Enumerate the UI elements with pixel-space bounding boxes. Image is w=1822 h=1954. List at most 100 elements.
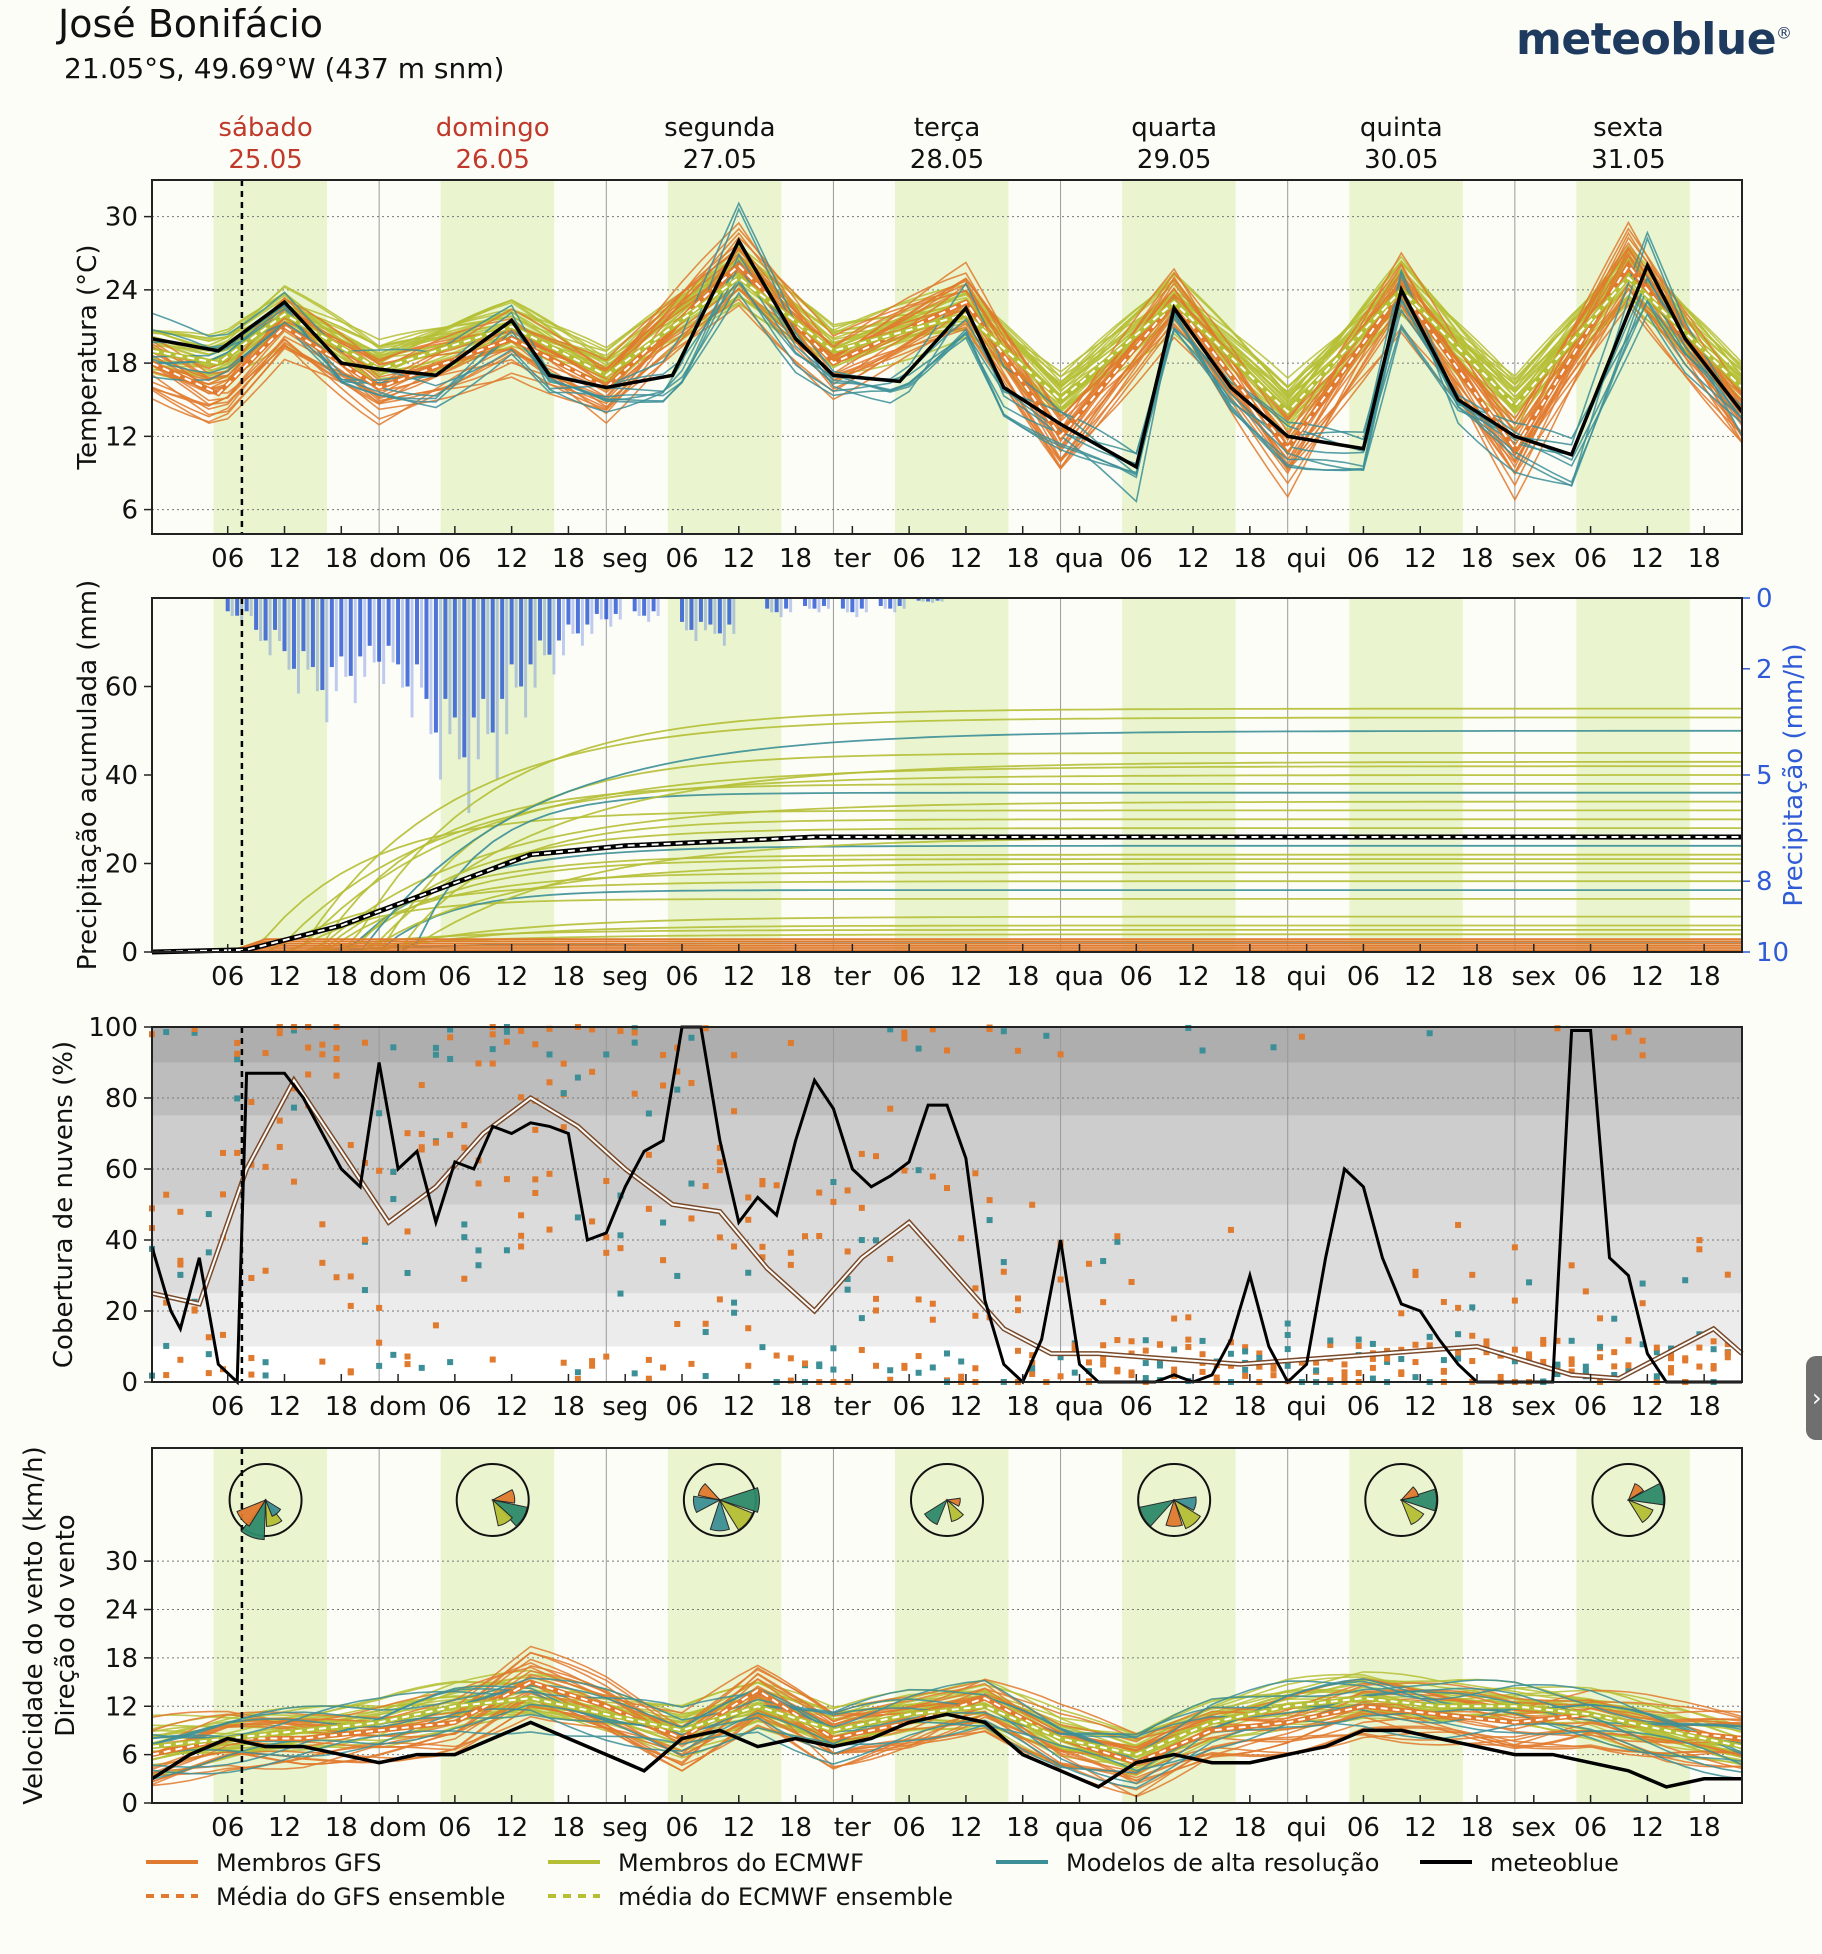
cloud-member-point [404, 1269, 411, 1276]
cloud-member-point [1114, 1337, 1121, 1344]
y-axis-label: Precipitação acumulada (mm) [73, 580, 103, 970]
x-tick-label: 06 [1120, 1392, 1153, 1422]
x-tick-label: ter [834, 1392, 871, 1422]
cloud-member-point [745, 1269, 752, 1276]
cloud-member-point [1057, 1276, 1064, 1283]
x-tick-label: 18 [1006, 962, 1039, 992]
precip-member-line [152, 791, 1742, 953]
cloud-member-point [1568, 1262, 1575, 1269]
precip-rate-bar [225, 598, 230, 612]
wind-rose-sector [1399, 1486, 1420, 1501]
cloud-member-point [1313, 1367, 1320, 1374]
cloud-member-point [645, 1356, 652, 1363]
cloud-member-point [915, 1296, 922, 1303]
cloud-member-point [475, 1060, 482, 1067]
cloud-member-point [816, 1189, 823, 1196]
cloud-member-point [1284, 1331, 1291, 1338]
precip-rate-bar-range [599, 598, 603, 620]
precip-rate-bar [462, 598, 467, 758]
wind-rose-sector [1627, 1483, 1645, 1502]
cloud-member-point [1227, 1350, 1234, 1357]
cloud-member-point [929, 1364, 936, 1371]
ensemble-mean-precip-outline [151, 834, 1742, 955]
cloud-member-point [1568, 1356, 1575, 1363]
precip-rate-bar-range [524, 598, 528, 718]
cloud-member-point [830, 1198, 837, 1205]
cloud-member-point [944, 1185, 950, 1192]
cloud-member-point [1100, 1355, 1107, 1362]
cloud-member-point [1582, 1367, 1589, 1374]
day-date-5: 30.05 [1364, 145, 1438, 175]
cloud-member-point [1611, 1315, 1618, 1322]
side-panel-handle[interactable]: › [1806, 1356, 1822, 1440]
cloud-member-point [1256, 1354, 1263, 1361]
x-tick-label: 12 [1631, 1813, 1664, 1843]
cloud-member-point [532, 1126, 539, 1133]
legend-label: meteoblue [1490, 1849, 1619, 1877]
precip-rate-bar [329, 598, 334, 668]
ecmwf-member-line [152, 265, 1742, 389]
cloud-member-point [518, 1243, 525, 1250]
precip-rate-bar [377, 598, 382, 662]
cloud-member-point [1014, 1047, 1021, 1054]
gfs-mean-line [152, 1681, 1742, 1764]
cloud-member-point [163, 1299, 170, 1306]
cloud-member-point [1398, 1310, 1405, 1317]
cloud-member-point [432, 1044, 439, 1051]
x-tick-label: 18 [325, 1813, 358, 1843]
x-tick-label: 12 [949, 962, 982, 992]
precip-rate-bar [301, 598, 306, 652]
precip-rate-bar-range [713, 598, 717, 634]
cloud-member-point [1653, 1349, 1660, 1356]
x-tick-label: dom [369, 1392, 427, 1422]
precip-rate-bar [642, 598, 647, 616]
cloud-member-point [702, 1329, 709, 1336]
cloud-member-point [1710, 1338, 1717, 1345]
cloud-member-point [844, 1187, 851, 1194]
cloud-member-point [1029, 1201, 1036, 1208]
wind-rose-sector [718, 1487, 760, 1513]
precip-rate-bar-range [940, 598, 944, 602]
x-tick-label: sex [1512, 544, 1556, 574]
cloud-member-point [390, 1044, 397, 1051]
cloud-member-point [290, 1104, 297, 1111]
cloud-member-point [1171, 1366, 1178, 1373]
meteoblue-line [152, 1712, 1742, 1789]
cloud-member-point [432, 1322, 439, 1329]
precip-rate-bar [575, 598, 580, 634]
cloud-member-point [248, 1355, 255, 1362]
gfs-member-line [152, 1651, 1742, 1756]
precip-rate-bar-range [647, 598, 651, 622]
precip-rate-bar [680, 598, 684, 622]
cloud-member-point [1071, 1342, 1078, 1349]
precip-rate-bar-range [495, 598, 499, 780]
precip-rate-bar-range [722, 598, 726, 646]
cloud-member-point [205, 1370, 212, 1377]
y-tick-label: 20 [105, 1297, 138, 1327]
y-tick-label: 6 [121, 1741, 138, 1771]
cloud-member-point [1085, 1359, 1092, 1366]
x-tick-label: 06 [1574, 962, 1607, 992]
cloud-member-point [1710, 1363, 1717, 1370]
precip-rate-bar [727, 598, 732, 625]
x-tick-label: 06 [1120, 1813, 1153, 1843]
wind-rose-sector [1400, 1498, 1425, 1526]
cloud-member-point [447, 1131, 454, 1138]
cloud-member-point [1483, 1343, 1490, 1350]
meteoblue-logo[interactable]: meteoblue® [1516, 14, 1792, 65]
cloud-member-point [716, 1144, 723, 1151]
precip-rate-bar [358, 598, 363, 657]
precip-rate-bar [566, 598, 571, 625]
cloud-member-point [1554, 1337, 1561, 1344]
cloud-member-point [589, 1218, 596, 1225]
cloud-member-point [603, 1234, 610, 1241]
cloud-member-point [347, 1142, 354, 1149]
precip-rate-bar-range [533, 598, 537, 688]
cloud-member-point [631, 1090, 638, 1097]
cloud-member-point [518, 1094, 525, 1101]
cloud-member-point [191, 1029, 198, 1036]
x-tick-label: 12 [949, 544, 982, 574]
cloud-member-point [589, 1068, 596, 1075]
cloud-member-point [1128, 1278, 1135, 1285]
x-tick-label: qua [1055, 544, 1104, 574]
